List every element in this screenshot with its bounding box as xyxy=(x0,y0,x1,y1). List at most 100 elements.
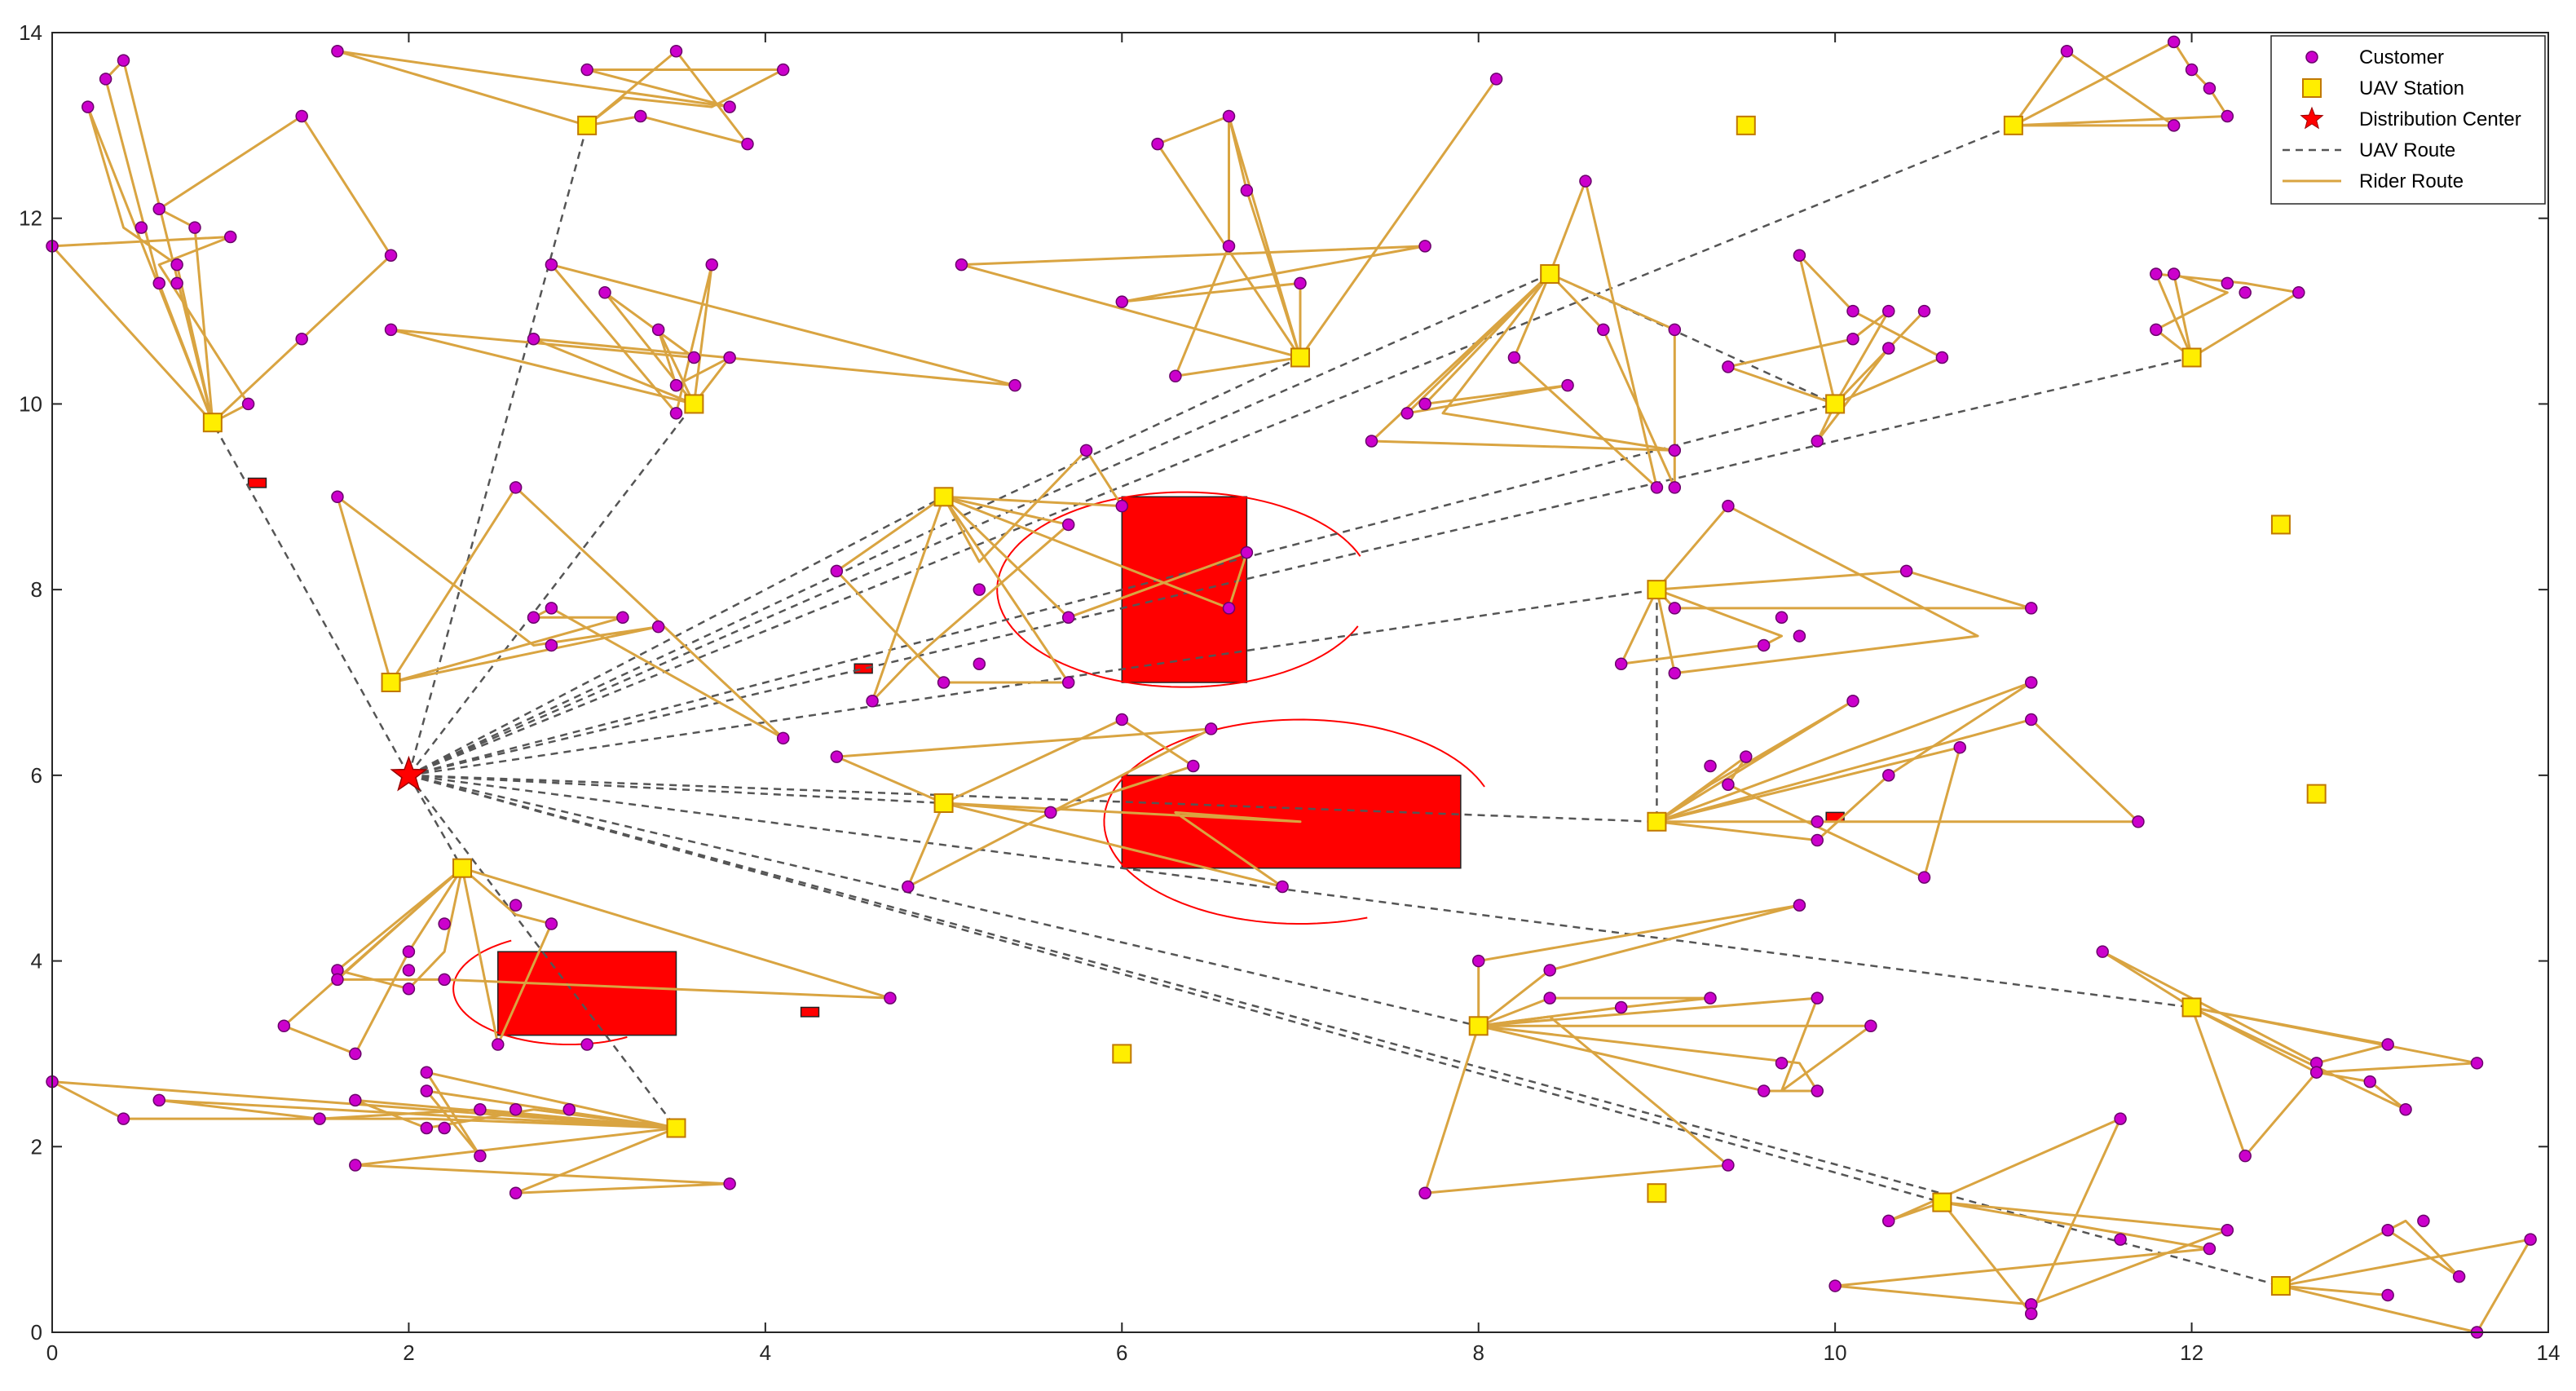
customer-point xyxy=(1935,351,1949,364)
customer-point xyxy=(2363,1075,2377,1089)
legend: Customer UAV Station Distribution Center UA… xyxy=(2270,35,2546,205)
customer-point xyxy=(1151,137,1164,151)
legend-label: Distribution Center xyxy=(2359,108,2521,130)
customer-point xyxy=(438,1121,451,1135)
customer-point xyxy=(1722,360,1735,373)
uav-route xyxy=(408,124,2014,777)
customer-point xyxy=(2203,82,2217,95)
customer-point xyxy=(1169,369,1182,383)
customer-point xyxy=(1704,759,1717,773)
customer-point xyxy=(2114,1233,2127,1246)
customer-point xyxy=(384,323,398,337)
customer-point xyxy=(545,258,558,272)
uav-route xyxy=(408,125,589,776)
customer-point xyxy=(1846,332,1859,346)
rider-route xyxy=(86,105,214,423)
uav-route xyxy=(408,403,1836,777)
customer-point xyxy=(1882,1214,1895,1228)
uav-station xyxy=(1112,1044,1132,1064)
uav-station xyxy=(2181,997,2202,1018)
customer-point xyxy=(1579,174,1592,188)
customer-point xyxy=(2221,276,2234,290)
customer-point xyxy=(1222,602,1236,615)
uav-station xyxy=(1468,1016,1489,1036)
customer-point xyxy=(170,258,183,272)
obstacles-layer xyxy=(247,477,1845,1036)
customer-point xyxy=(1543,991,1556,1005)
customer-point xyxy=(1365,435,1378,448)
customer-point xyxy=(1722,1159,1735,1172)
rider-route xyxy=(2190,1006,2407,1158)
x-tick-label: 4 xyxy=(760,1340,771,1365)
y-tick-label: 8 xyxy=(31,577,42,602)
uav-route xyxy=(408,775,464,869)
customer-point xyxy=(1543,964,1556,977)
customer-point xyxy=(1061,611,1075,625)
customer-point xyxy=(545,602,558,615)
uav-station xyxy=(1647,580,1667,600)
customer-point xyxy=(2024,1307,2038,1320)
uav-station xyxy=(1825,394,1846,414)
customer-point xyxy=(616,611,629,625)
customer-point xyxy=(1115,499,1129,513)
customer-point xyxy=(2132,815,2145,828)
customer-point xyxy=(2221,1224,2234,1237)
customer-point xyxy=(2221,109,2234,123)
rider-route xyxy=(336,50,785,127)
customer-point xyxy=(1882,769,1895,782)
customer-point xyxy=(741,137,754,151)
uav-station xyxy=(2270,514,2291,535)
uav-station xyxy=(452,858,473,878)
uav-station xyxy=(1290,347,1310,368)
customer-point xyxy=(152,1093,165,1107)
customer-point xyxy=(1418,397,1431,411)
distribution-center-layer xyxy=(390,755,428,792)
y-tick-label: 14 xyxy=(19,20,42,45)
customer-point xyxy=(420,1066,434,1079)
customer-point xyxy=(687,351,701,364)
customer-point xyxy=(562,1102,576,1116)
customer-point xyxy=(331,490,344,504)
customer-point xyxy=(2024,713,2038,726)
y-tick-label: 4 xyxy=(31,949,42,974)
uav-route xyxy=(408,775,677,1129)
uav-station xyxy=(933,793,954,814)
obstacle xyxy=(800,1006,820,1018)
customer-point xyxy=(705,258,718,272)
uav-route xyxy=(408,356,2192,777)
customer-point xyxy=(349,1047,362,1061)
distribution-center-star xyxy=(390,755,428,792)
customer-point xyxy=(509,1102,523,1116)
customer-point xyxy=(669,378,683,392)
customer-point xyxy=(776,731,790,745)
customer-point xyxy=(1294,276,1307,290)
uav-route xyxy=(408,774,1479,1027)
rider-route xyxy=(1655,505,1979,675)
customer-point xyxy=(2239,1149,2252,1163)
customer-point xyxy=(1775,1057,1789,1070)
customer-point xyxy=(580,63,593,77)
customer-point xyxy=(2309,1066,2323,1079)
customer-point xyxy=(1757,1084,1771,1097)
uav-station xyxy=(202,413,223,433)
customer-point xyxy=(2524,1233,2537,1246)
customer-point xyxy=(474,1149,487,1163)
customer-point xyxy=(1704,991,1717,1005)
customer-point xyxy=(723,100,736,113)
customer-point xyxy=(99,73,112,86)
customer-point xyxy=(1008,378,1021,392)
customer-point xyxy=(1276,880,1289,894)
customer-point xyxy=(2203,1242,2217,1256)
rider-route xyxy=(336,495,660,684)
customer-point xyxy=(1811,435,1824,448)
uav-station xyxy=(577,115,598,135)
customer-point xyxy=(117,1112,130,1125)
customer-point xyxy=(402,945,416,958)
customer-point xyxy=(830,564,844,578)
customer-point xyxy=(188,221,201,234)
uav-station xyxy=(2270,1276,2291,1296)
customer-point xyxy=(1882,342,1895,355)
legend-uav-station-marker xyxy=(2302,78,2322,98)
